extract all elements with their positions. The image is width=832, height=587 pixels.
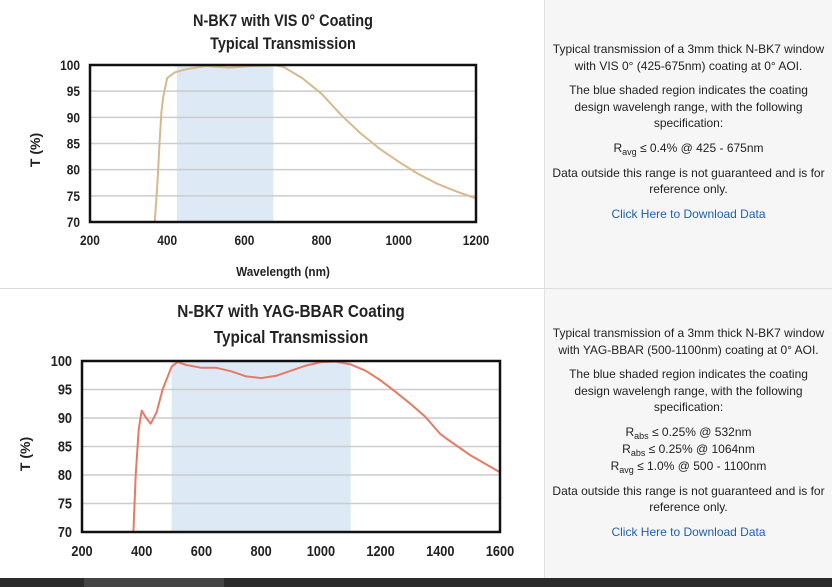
spec-text: ≤ 0.25% @ 532nm bbox=[648, 424, 752, 439]
transmission-chart-yag-bbar: N-BK7 with YAG-BBAR Coating Typical Trans… bbox=[17, 301, 515, 559]
taskbar-active-item[interactable] bbox=[84, 578, 224, 587]
x-tick-label: 1000 bbox=[307, 542, 336, 559]
description-panel: Typical transmission of a 3mm thick N-BK… bbox=[544, 0, 832, 288]
spec-text: avg bbox=[622, 146, 637, 157]
y-tick-label: 95 bbox=[58, 380, 72, 397]
spec-text: abs bbox=[630, 447, 646, 458]
x-tick-label: 1400 bbox=[426, 542, 455, 559]
y-axis-label: T (%) bbox=[17, 437, 33, 471]
x-tick-label: 600 bbox=[191, 542, 212, 559]
disclaimer-text: Data outside this range is not guarantee… bbox=[552, 483, 825, 515]
spec-text: R bbox=[625, 424, 635, 439]
transmission-chart-vis: N-BK7 with VIS 0° Coating Typical Transmi… bbox=[27, 12, 489, 279]
x-tick-label: 800 bbox=[251, 542, 272, 559]
spec-text: ≤ 0.25% @ 1064nm bbox=[645, 441, 755, 456]
download-data-link[interactable]: Click Here to Download Data bbox=[611, 206, 766, 221]
y-tick-label: 75 bbox=[67, 188, 80, 204]
description-text: Typical transmission of a 3mm thick N-BK… bbox=[552, 42, 825, 73]
spec-list: Ravg ≤ 0.4% @ 425 - 675nm bbox=[545, 140, 832, 157]
shaded-region-note: The blue shaded region indicates the coa… bbox=[569, 83, 808, 130]
chart-title: N-BK7 with VIS 0° Coating bbox=[193, 12, 373, 30]
y-tick-label: 95 bbox=[67, 83, 80, 99]
spec-text: ≤ 0.4% @ 425 - 675nm bbox=[636, 140, 764, 155]
taskbar bbox=[0, 578, 832, 587]
description-panel: Typical transmission of a 3mm thick N-BK… bbox=[544, 289, 832, 578]
y-tick-label: 85 bbox=[58, 437, 72, 454]
y-tick-label: 90 bbox=[58, 409, 72, 426]
chart-panel: N-BK7 with VIS 0° Coating Typical Transmi… bbox=[0, 0, 544, 288]
x-tick-label: 200 bbox=[71, 542, 92, 559]
y-tick-label: 100 bbox=[60, 57, 80, 73]
x-tick-label: 400 bbox=[131, 542, 152, 559]
spec-text: ≤ 1.0% @ 500 - 1100nm bbox=[633, 458, 767, 473]
section-yag-bbar-coating: N-BK7 with YAG-BBAR Coating Typical Trans… bbox=[0, 289, 832, 579]
spec-text: R bbox=[622, 441, 631, 456]
chart-panel: N-BK7 with YAG-BBAR Coating Typical Trans… bbox=[0, 289, 544, 578]
spec-text: R bbox=[613, 140, 623, 155]
y-tick-label: 100 bbox=[51, 352, 72, 369]
spec-line: Ravg ≤ 0.4% @ 425 - 675nm bbox=[545, 140, 832, 157]
y-tick-label: 75 bbox=[58, 494, 72, 511]
disclaimer-text: Data outside this range is not guarantee… bbox=[552, 165, 825, 197]
y-tick-label: 80 bbox=[58, 466, 72, 483]
spec-list: Rabs ≤ 0.25% @ 532nm Rabs ≤ 0.25% @ 1064n… bbox=[545, 424, 832, 475]
x-tick-label: 1600 bbox=[486, 542, 515, 559]
spec-line: Rabs ≤ 0.25% @ 532nm bbox=[545, 424, 832, 441]
x-axis-label: Wavelength (nm) bbox=[236, 264, 330, 279]
x-tick-label: 1200 bbox=[366, 542, 395, 559]
y-axis-label: T (%) bbox=[27, 133, 43, 167]
y-tick-label: 70 bbox=[67, 214, 80, 230]
spec-line: Rabs ≤ 0.25% @ 1064nm bbox=[545, 441, 832, 458]
description-text: Typical transmission of a 3mm thick N-BK… bbox=[552, 326, 825, 357]
plot-frame bbox=[80, 359, 502, 534]
x-tick-label: 200 bbox=[80, 232, 100, 248]
y-tick-label: 85 bbox=[67, 136, 80, 152]
x-tick-label: 600 bbox=[234, 232, 254, 248]
chart-title: Typical Transmission bbox=[210, 35, 356, 53]
spec-text: R bbox=[610, 458, 620, 473]
chart-title: Typical Transmission bbox=[214, 327, 368, 347]
spec-text: avg bbox=[619, 464, 634, 475]
plot-frame bbox=[88, 63, 478, 224]
y-tick-label: 80 bbox=[67, 162, 80, 178]
x-tick-label: 1000 bbox=[386, 232, 412, 248]
shaded-region-note: The blue shaded region indicates the coa… bbox=[569, 367, 808, 414]
x-tick-label: 1200 bbox=[463, 232, 489, 248]
x-tick-label: 400 bbox=[157, 232, 177, 248]
x-tick-label: 800 bbox=[312, 232, 332, 248]
y-tick-label: 90 bbox=[67, 109, 80, 125]
spec-line: Ravg ≤ 1.0% @ 500 - 1100nm bbox=[545, 458, 832, 475]
chart-title: N-BK7 with YAG-BBAR Coating bbox=[177, 301, 405, 321]
spec-text: abs bbox=[634, 430, 649, 441]
y-tick-label: 70 bbox=[58, 523, 72, 540]
transmission-curve bbox=[132, 360, 501, 533]
download-data-link[interactable]: Click Here to Download Data bbox=[611, 524, 766, 539]
section-vis-coating: N-BK7 with VIS 0° Coating Typical Transmi… bbox=[0, 0, 832, 289]
